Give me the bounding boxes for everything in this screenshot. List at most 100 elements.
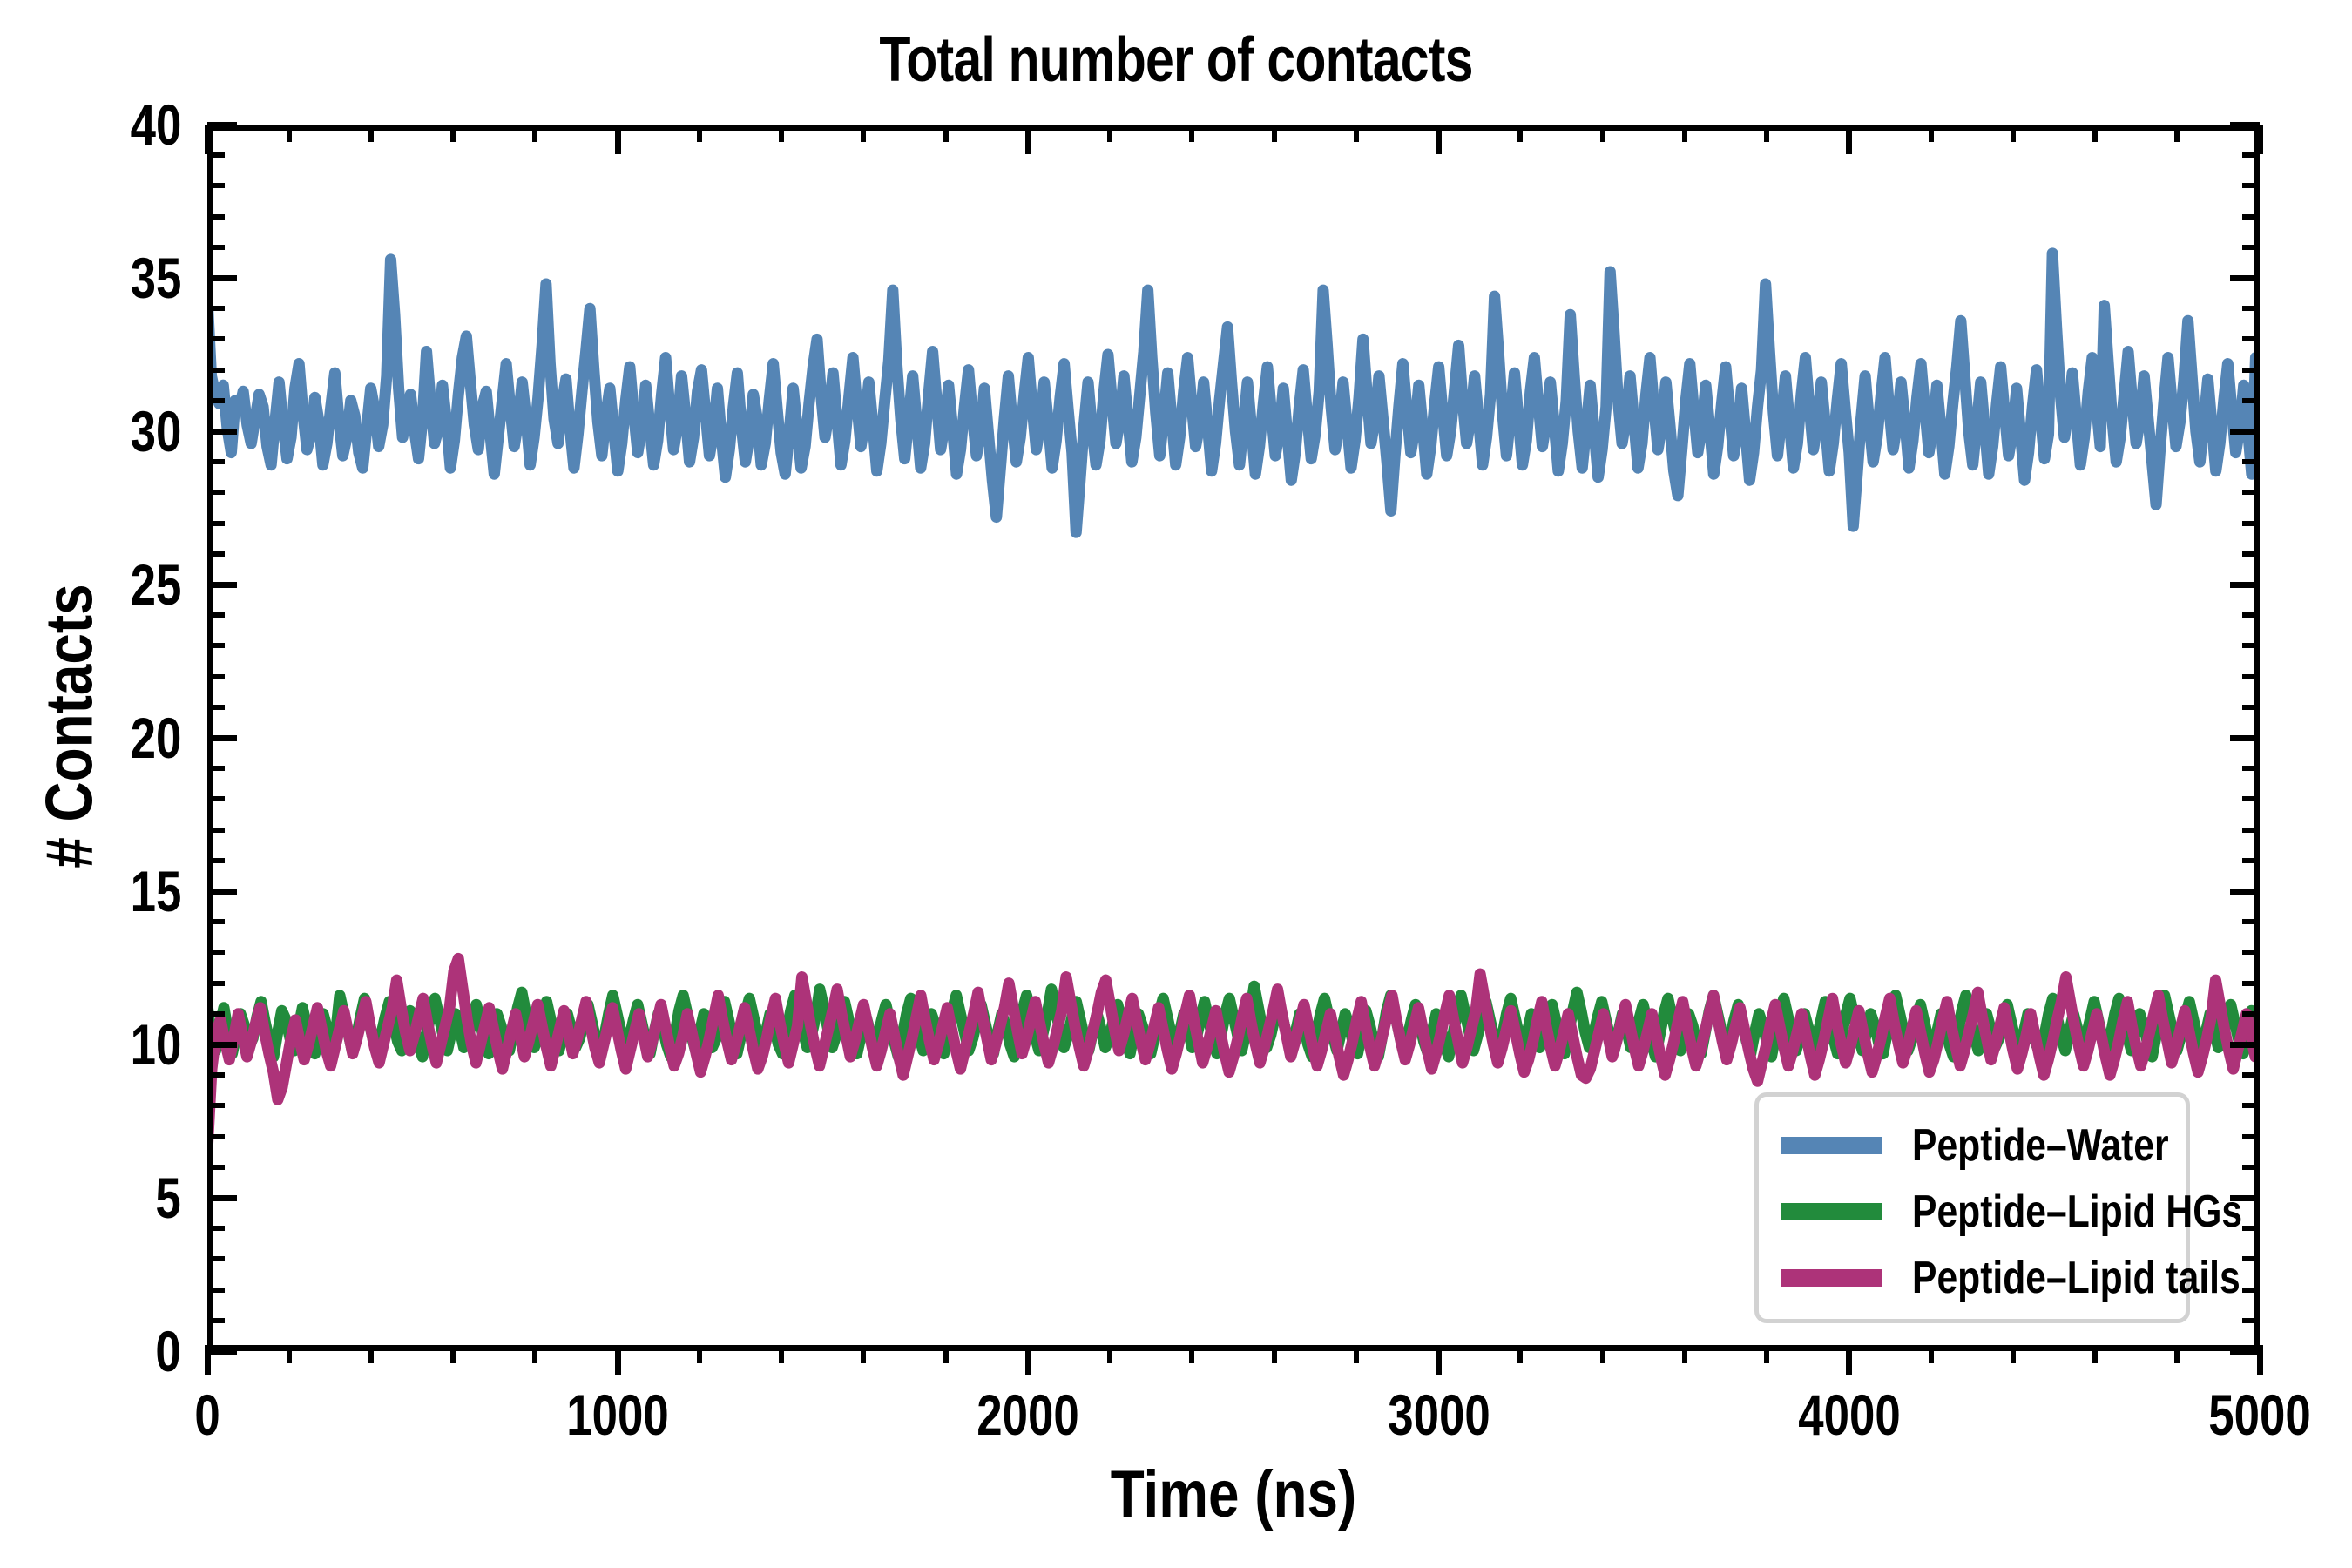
y-tick-minor [2242,950,2260,956]
y-tick-label: 0 [155,1319,181,1383]
y-tick-minor [2242,827,2260,833]
x-tick-minor [1107,125,1113,142]
x-tick-minor [450,1346,456,1363]
y-tick-minor [2242,490,2260,496]
y-tick-minor [2242,919,2260,925]
chart-title: Total number of contacts [879,25,1473,95]
x-tick-major [1846,125,1853,154]
y-tick-minor [2242,1317,2260,1323]
x-tick-major [204,1345,211,1375]
x-tick-minor [532,125,538,142]
x-tick-major [1436,1345,1443,1375]
x-tick-minor [1189,1346,1195,1363]
y-tick-minor [2242,643,2260,649]
y-tick-minor [2242,213,2260,220]
y-tick-major [2230,121,2260,128]
series-line-0 [213,247,2254,538]
x-tick-minor [450,125,456,142]
y-tick-minor [207,152,225,159]
x-tick-minor [2092,125,2099,142]
y-tick-minor [207,336,225,342]
y-tick-minor [207,1256,225,1262]
series-paths [213,247,2254,1144]
x-tick-major [1024,125,1031,154]
y-tick-minor [2242,1287,2260,1293]
x-tick-minor [2010,1346,2016,1363]
y-tick-minor [207,612,225,618]
plot-area [207,125,2260,1351]
x-tick-minor [2092,1346,2099,1363]
x-tick-minor [1928,125,1934,142]
x-tick-minor [861,1346,867,1363]
x-tick-minor [861,125,867,142]
y-tick-minor [207,1287,225,1293]
x-tick-minor [779,125,785,142]
y-tick-minor [207,367,225,373]
x-tick-minor [1599,1346,1605,1363]
y-tick-minor [207,213,225,220]
y-tick-minor [2242,306,2260,312]
legend-item-2[interactable]: Peptide–Lipid tails [1759,1245,2240,1311]
x-tick-major [614,1345,621,1375]
y-tick-minor [207,490,225,496]
y-tick-minor [207,796,225,802]
y-tick-minor [207,244,225,250]
y-tick-minor [207,919,225,925]
x-tick-minor [1599,125,1605,142]
y-tick-minor [207,643,225,649]
x-tick-minor [1681,125,1687,142]
series-line-2 [213,952,2254,1144]
y-tick-minor [2242,1010,2260,1017]
y-tick-minor [2242,459,2260,465]
x-tick-minor [1517,125,1524,142]
x-tick-minor [1353,1346,1359,1363]
y-tick-minor [2242,704,2260,710]
x-tick-minor [1928,1346,1934,1363]
x-tick-minor [1271,125,1277,142]
y-tick-minor [2242,1133,2260,1139]
y-tick-minor [207,766,225,772]
x-tick-major [1846,1345,1853,1375]
y-tick-minor [207,1317,225,1323]
y-tick-minor [207,704,225,710]
x-tick-minor [286,125,292,142]
y-tick-minor [207,551,225,557]
y-tick-minor [2242,1164,2260,1170]
y-tick-minor [207,980,225,986]
y-tick-minor [207,520,225,526]
y-tick-label: 35 [130,246,181,310]
y-tick-major [2230,734,2260,741]
x-tick-minor [2174,1346,2180,1363]
y-tick-minor [207,827,225,833]
y-tick-major [207,1041,237,1048]
y-tick-minor [2242,367,2260,373]
x-tick-major [1436,125,1443,154]
y-tick-minor [2242,1103,2260,1109]
x-tick-major [1024,1345,1031,1375]
y-tick-minor [2242,152,2260,159]
legend-label-0: Peptide–Water [1912,1120,2169,1171]
x-tick-major [2256,125,2263,154]
legend-swatch-2 [1781,1269,1882,1287]
y-tick-label: 30 [130,399,181,463]
x-tick-major [204,125,211,154]
x-tick-minor [1764,125,1770,142]
y-tick-minor [2242,397,2260,403]
x-tick-minor [943,1346,949,1363]
y-tick-major [2230,428,2260,435]
y-tick-label: 20 [130,706,181,770]
x-tick-major [2256,1345,2263,1375]
x-tick-minor [1189,125,1195,142]
y-tick-major [2230,581,2260,588]
legend-item-0[interactable]: Peptide–Water [1759,1112,2186,1179]
legend-swatch-0 [1781,1137,1882,1154]
x-tick-minor [532,1346,538,1363]
y-tick-minor [207,1164,225,1170]
x-tick-minor [696,1346,702,1363]
legend-item-1[interactable]: Peptide–Lipid HGs [1759,1179,2242,1245]
y-tick-minor [2242,1226,2260,1232]
y-tick-minor [2242,673,2260,679]
x-tick-minor [2010,125,2016,142]
x-tick-minor [696,125,702,142]
y-tick-major [207,428,237,435]
